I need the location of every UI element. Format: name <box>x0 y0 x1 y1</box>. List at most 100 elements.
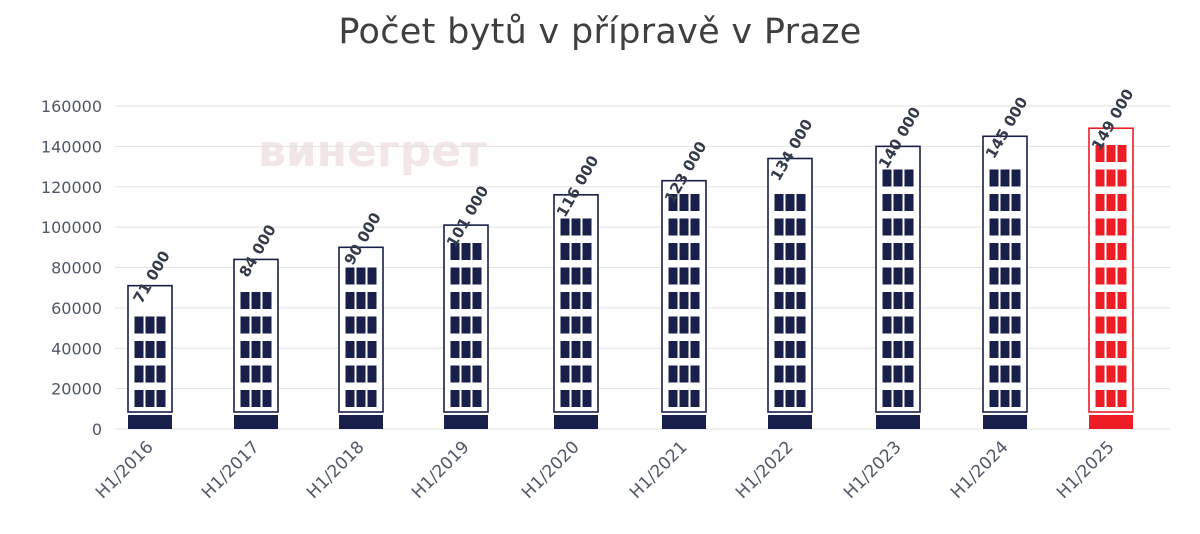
bar-window <box>904 169 914 187</box>
bar-window <box>893 365 903 383</box>
bar-window <box>356 390 366 407</box>
bar-base <box>339 415 383 429</box>
bar-window <box>989 292 999 309</box>
bar-window <box>1011 341 1021 358</box>
watermark: винегрет <box>258 126 487 177</box>
x-tick-label: H1/2020 <box>518 437 583 502</box>
bar-window <box>367 267 377 285</box>
bar-window <box>1095 365 1105 383</box>
bar-window <box>1011 365 1021 383</box>
bar-window <box>690 365 700 383</box>
bar <box>553 194 599 429</box>
bar-window <box>774 390 784 407</box>
bar-window <box>240 316 250 334</box>
bar-window <box>668 390 678 407</box>
bar-window <box>785 365 795 383</box>
bar-window <box>1095 194 1105 211</box>
bar-window <box>1117 316 1127 334</box>
bar-window <box>1117 145 1127 162</box>
bar-window <box>240 365 250 383</box>
bar-window <box>893 341 903 358</box>
bar-window <box>1011 169 1021 187</box>
bar-window <box>251 390 261 407</box>
x-tick-label: H1/2017 <box>198 437 263 502</box>
bar-window <box>1106 194 1116 211</box>
bar-window <box>989 267 999 285</box>
bar-window <box>893 243 903 260</box>
bar-window <box>774 267 784 285</box>
bar-window <box>904 390 914 407</box>
bar-window <box>450 316 460 334</box>
bar-window <box>450 292 460 309</box>
bar-window <box>472 341 482 358</box>
bar-window <box>582 218 592 236</box>
x-tick-label: H1/2019 <box>408 437 473 502</box>
bar-window <box>134 316 144 334</box>
bar-base <box>1089 415 1133 429</box>
bar-window <box>882 292 892 309</box>
bar-window <box>904 316 914 334</box>
bar-window <box>450 341 460 358</box>
bar-window <box>904 365 914 383</box>
bar-window <box>679 194 689 211</box>
bar-window <box>679 218 689 236</box>
bar-window <box>1000 341 1010 358</box>
bar-window <box>472 365 482 383</box>
bar-window <box>679 341 689 358</box>
bar-window <box>1095 341 1105 358</box>
bar-window <box>251 292 261 309</box>
bar-window <box>240 390 250 407</box>
bar-window <box>690 218 700 236</box>
bar-window <box>882 169 892 187</box>
bar-window <box>774 365 784 383</box>
bar-window <box>989 365 999 383</box>
bar-window <box>1011 243 1021 260</box>
bar-window <box>1106 169 1116 187</box>
bar-window <box>560 243 570 260</box>
bar-window <box>472 243 482 260</box>
bar <box>233 258 279 429</box>
bar-window <box>904 267 914 285</box>
y-tick-label: 100000 <box>41 218 102 237</box>
bar-window <box>367 365 377 383</box>
bar-window <box>251 365 261 383</box>
bar-window <box>472 316 482 334</box>
bar-base <box>234 415 278 429</box>
bar <box>875 145 921 429</box>
bar-window <box>1000 218 1010 236</box>
bar-window <box>145 316 155 334</box>
bar-window <box>240 292 250 309</box>
x-tick-label: H1/2016 <box>92 437 157 502</box>
bar-window <box>262 390 272 407</box>
bar-window <box>785 194 795 211</box>
bar-window <box>1011 267 1021 285</box>
bar-window <box>1000 194 1010 211</box>
bar-window <box>461 390 471 407</box>
chart-title: Počet bytů v přípravě v Praze <box>338 12 862 52</box>
bar-window <box>582 365 592 383</box>
y-tick-label: 60000 <box>51 299 102 318</box>
bar-window <box>1106 316 1116 334</box>
bar-window <box>882 243 892 260</box>
x-tick-label: H1/2024 <box>947 437 1012 502</box>
bar-base <box>876 415 920 429</box>
bar-window <box>679 267 689 285</box>
bar-window <box>1117 292 1127 309</box>
bar-window <box>774 243 784 260</box>
bar-window <box>1106 218 1116 236</box>
bar-window <box>356 267 366 285</box>
bar-window <box>560 218 570 236</box>
bar-window <box>1095 390 1105 407</box>
bar-window <box>367 341 377 358</box>
bar-window <box>356 292 366 309</box>
bar-window <box>989 169 999 187</box>
bar-window <box>134 390 144 407</box>
bar-window <box>882 390 892 407</box>
bar-window <box>1000 292 1010 309</box>
bar-window <box>893 194 903 211</box>
bar-window <box>668 341 678 358</box>
bar-window <box>461 267 471 285</box>
bar-window <box>785 292 795 309</box>
bar-window <box>989 194 999 211</box>
bar-window <box>461 341 471 358</box>
